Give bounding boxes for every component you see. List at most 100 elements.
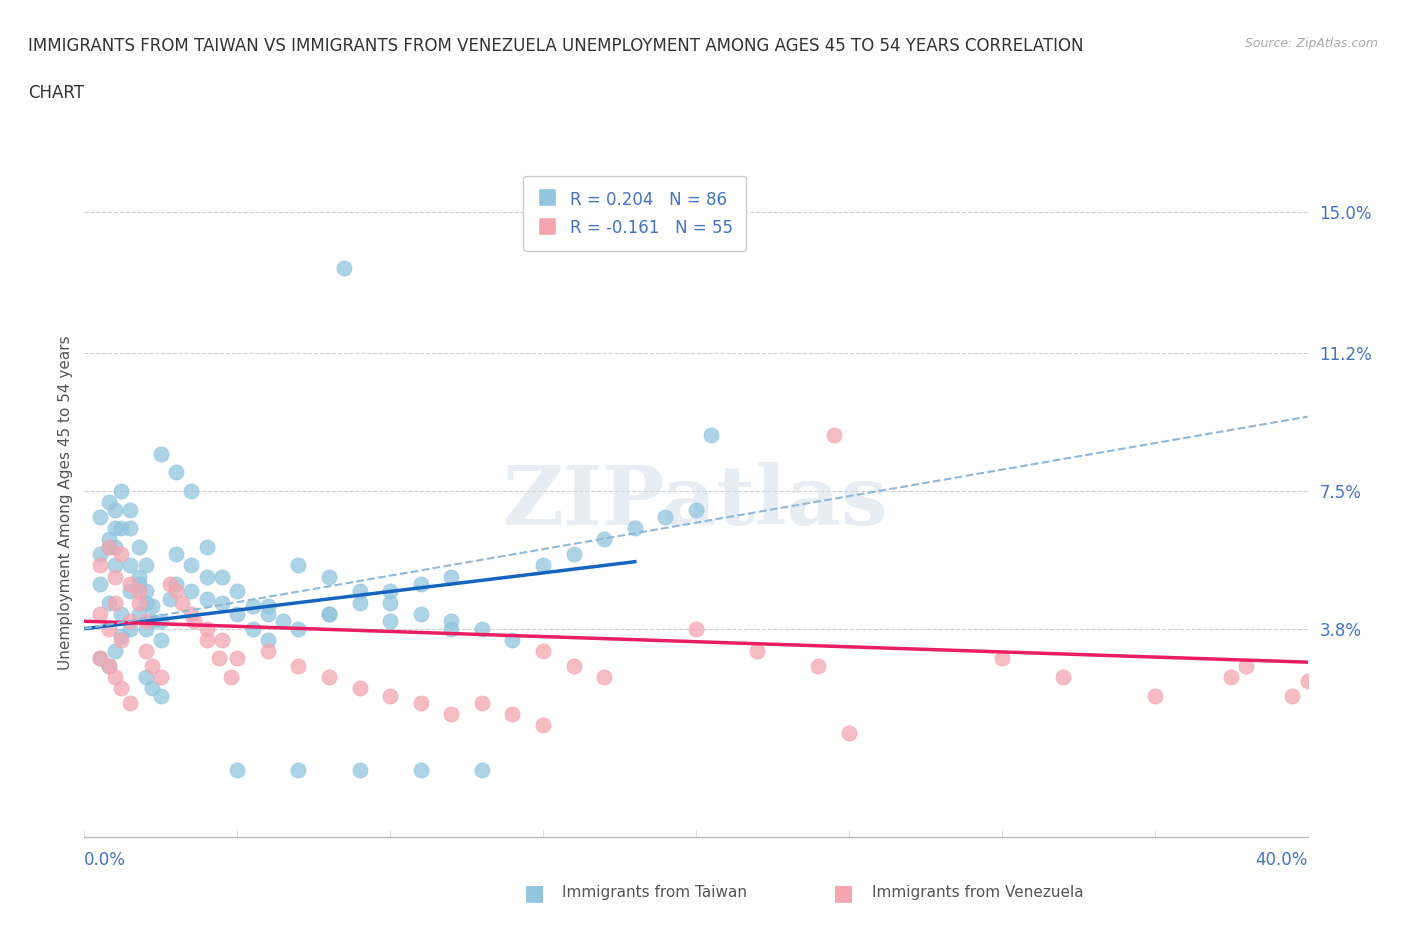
Point xyxy=(104,670,127,684)
Point xyxy=(128,539,150,554)
Point xyxy=(242,599,264,614)
Point xyxy=(97,532,120,547)
Point xyxy=(271,614,294,629)
Point xyxy=(89,651,111,666)
Point xyxy=(110,606,132,621)
Point xyxy=(97,658,120,673)
Point xyxy=(135,614,157,629)
Point xyxy=(685,621,707,636)
Point xyxy=(195,591,218,606)
Point xyxy=(97,658,120,673)
Point xyxy=(97,495,120,510)
Point xyxy=(349,763,371,777)
Point xyxy=(593,532,616,547)
Point xyxy=(128,606,150,621)
Point xyxy=(97,539,120,554)
Point xyxy=(165,465,187,480)
Point xyxy=(287,621,309,636)
Text: ■: ■ xyxy=(524,883,544,903)
Point xyxy=(180,584,202,599)
Point xyxy=(97,539,120,554)
Point xyxy=(1052,670,1074,684)
Point xyxy=(104,595,127,610)
Point xyxy=(195,539,218,554)
Point xyxy=(149,688,172,703)
Point xyxy=(380,614,402,629)
Point xyxy=(97,595,120,610)
Point xyxy=(226,606,249,621)
Point xyxy=(172,595,194,610)
Point xyxy=(226,651,249,666)
Point xyxy=(700,428,723,443)
Point xyxy=(1281,688,1303,703)
Point xyxy=(165,584,187,599)
Point xyxy=(165,547,187,562)
Point xyxy=(562,547,585,562)
Point xyxy=(120,696,142,711)
Point xyxy=(104,644,127,658)
Point xyxy=(287,558,309,573)
Point xyxy=(195,569,218,584)
Point xyxy=(135,584,157,599)
Point xyxy=(471,621,494,636)
Point xyxy=(380,595,402,610)
Point xyxy=(159,577,181,591)
Text: CHART: CHART xyxy=(28,84,84,101)
Point xyxy=(1220,670,1243,684)
Point xyxy=(104,539,127,554)
Point xyxy=(120,521,142,536)
Point xyxy=(409,606,432,621)
Text: ZIPatlas: ZIPatlas xyxy=(503,462,889,542)
Point xyxy=(440,707,463,722)
Point xyxy=(211,632,233,647)
Point xyxy=(110,484,132,498)
Point xyxy=(104,521,127,536)
Point xyxy=(141,599,163,614)
Point xyxy=(110,681,132,696)
Text: Immigrants from Taiwan: Immigrants from Taiwan xyxy=(562,885,748,900)
Point xyxy=(180,558,202,573)
Point xyxy=(287,658,309,673)
Point xyxy=(531,558,554,573)
Point xyxy=(257,632,280,647)
Point xyxy=(531,718,554,733)
Point xyxy=(624,521,647,536)
Point xyxy=(440,614,463,629)
Point xyxy=(807,658,830,673)
Point xyxy=(120,502,142,517)
Point xyxy=(128,577,150,591)
Point xyxy=(89,651,111,666)
Point xyxy=(440,569,463,584)
Point xyxy=(226,584,249,599)
Point xyxy=(135,558,157,573)
Point xyxy=(1296,673,1319,688)
Point xyxy=(120,584,142,599)
Point xyxy=(333,260,356,275)
Text: Source: ZipAtlas.com: Source: ZipAtlas.com xyxy=(1244,37,1378,50)
Point xyxy=(409,577,432,591)
Point xyxy=(287,763,309,777)
Point xyxy=(141,614,163,629)
Point xyxy=(471,696,494,711)
Point xyxy=(502,632,524,647)
Point xyxy=(110,629,132,644)
Point xyxy=(89,577,111,591)
Point xyxy=(149,632,172,647)
Point xyxy=(257,606,280,621)
Point xyxy=(562,658,585,673)
Point xyxy=(141,658,163,673)
Point xyxy=(135,595,157,610)
Point xyxy=(195,632,218,647)
Point xyxy=(110,632,132,647)
Point xyxy=(120,558,142,573)
Point xyxy=(318,606,340,621)
Text: Immigrants from Venezuela: Immigrants from Venezuela xyxy=(872,885,1084,900)
Text: IMMIGRANTS FROM TAIWAN VS IMMIGRANTS FROM VENEZUELA UNEMPLOYMENT AMONG AGES 45 T: IMMIGRANTS FROM TAIWAN VS IMMIGRANTS FRO… xyxy=(28,37,1084,55)
Point xyxy=(409,696,432,711)
Point xyxy=(180,484,202,498)
Point xyxy=(226,763,249,777)
Point xyxy=(440,621,463,636)
Point xyxy=(257,644,280,658)
Point xyxy=(1234,658,1257,673)
Point xyxy=(159,591,181,606)
